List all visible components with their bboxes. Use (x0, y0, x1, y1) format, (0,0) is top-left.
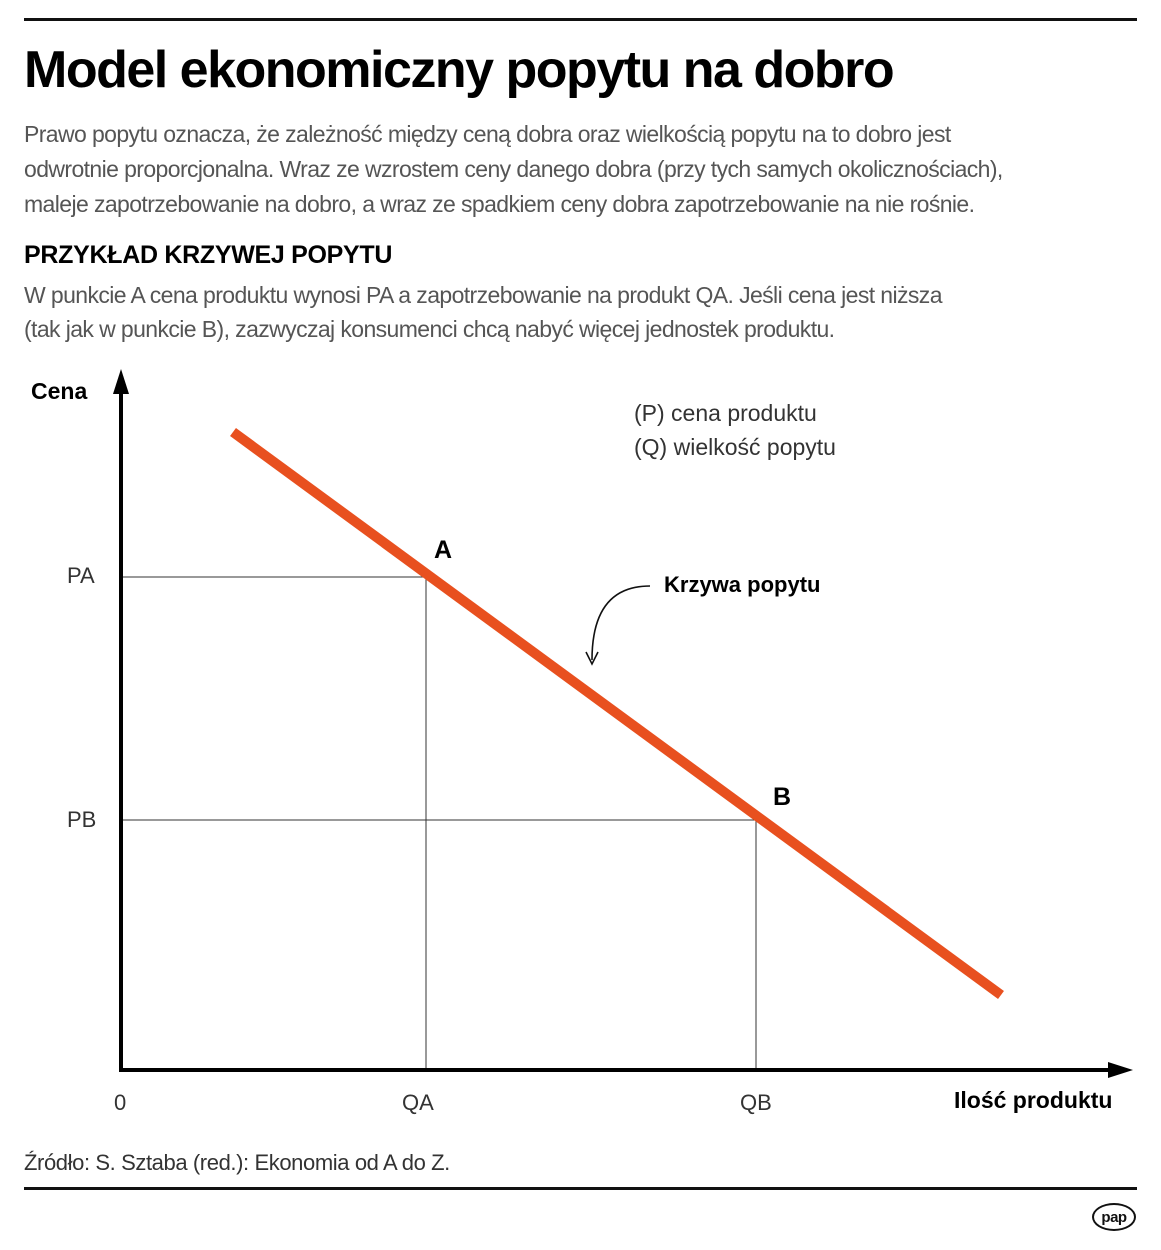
arrow-head-icon (585, 651, 599, 666)
x-axis-label: Ilość produktu (954, 1087, 1113, 1113)
source-note: Źródło: S. Sztaba (red.): Ekonomia od A … (24, 1150, 450, 1175)
bottom-rule (24, 1187, 1137, 1190)
x-axis-arrow-icon (1108, 1062, 1133, 1078)
chart-canvas (113, 369, 1133, 1078)
demand-curve-chart: Cena PA PB 0 QA QB Ilość produktu A B Kr… (0, 360, 1161, 1130)
y-tick-pa: PA (67, 563, 95, 588)
top-rule (24, 18, 1137, 21)
legend-item-q: (Q) wielkość popytu (634, 434, 836, 460)
lead-line: odwrotnie proporcjonalna. Wraz ze wzrost… (24, 156, 1003, 182)
legend-item-p: (P) cena produktu (634, 400, 817, 426)
point-a-label: A (434, 536, 453, 564)
x-tick-origin: 0 (114, 1090, 127, 1115)
y-axis-arrow-icon (113, 369, 129, 394)
demand-curve (230, 427, 1004, 1000)
legend: (P) cena produktu (Q) wielkość popytu (634, 396, 836, 464)
pap-logo-icon: pap (1092, 1203, 1136, 1231)
description-line: (tak jak w punkcie B), zazwyczaj konsume… (24, 316, 835, 342)
x-tick-qa: QA (402, 1090, 434, 1115)
section-heading: PRZYKŁAD KRZYWEJ POPYTU (24, 241, 393, 269)
curve-label: Krzywa popytu (664, 572, 821, 597)
section-description: W punkcie A cena produktu wynosi PA a za… (24, 278, 1124, 346)
description-line: W punkcie A cena produktu wynosi PA a za… (24, 282, 943, 308)
curve-pointer-arrow (591, 585, 651, 661)
lead-line: Prawo popytu oznacza, że zależność międz… (24, 121, 951, 147)
guide-lines (121, 576, 757, 1070)
page-title: Model ekonomiczny popytu na dobro (24, 41, 895, 99)
lead-paragraph: Prawo popytu oznacza, że zależność międz… (24, 117, 1144, 222)
lead-line: maleje zapotrzebowanie na dobro, a wraz … (24, 191, 975, 217)
y-tick-pb: PB (67, 807, 97, 832)
y-axis-label: Cena (31, 378, 88, 404)
point-b-label: B (773, 783, 792, 811)
x-tick-qb: QB (740, 1090, 772, 1115)
